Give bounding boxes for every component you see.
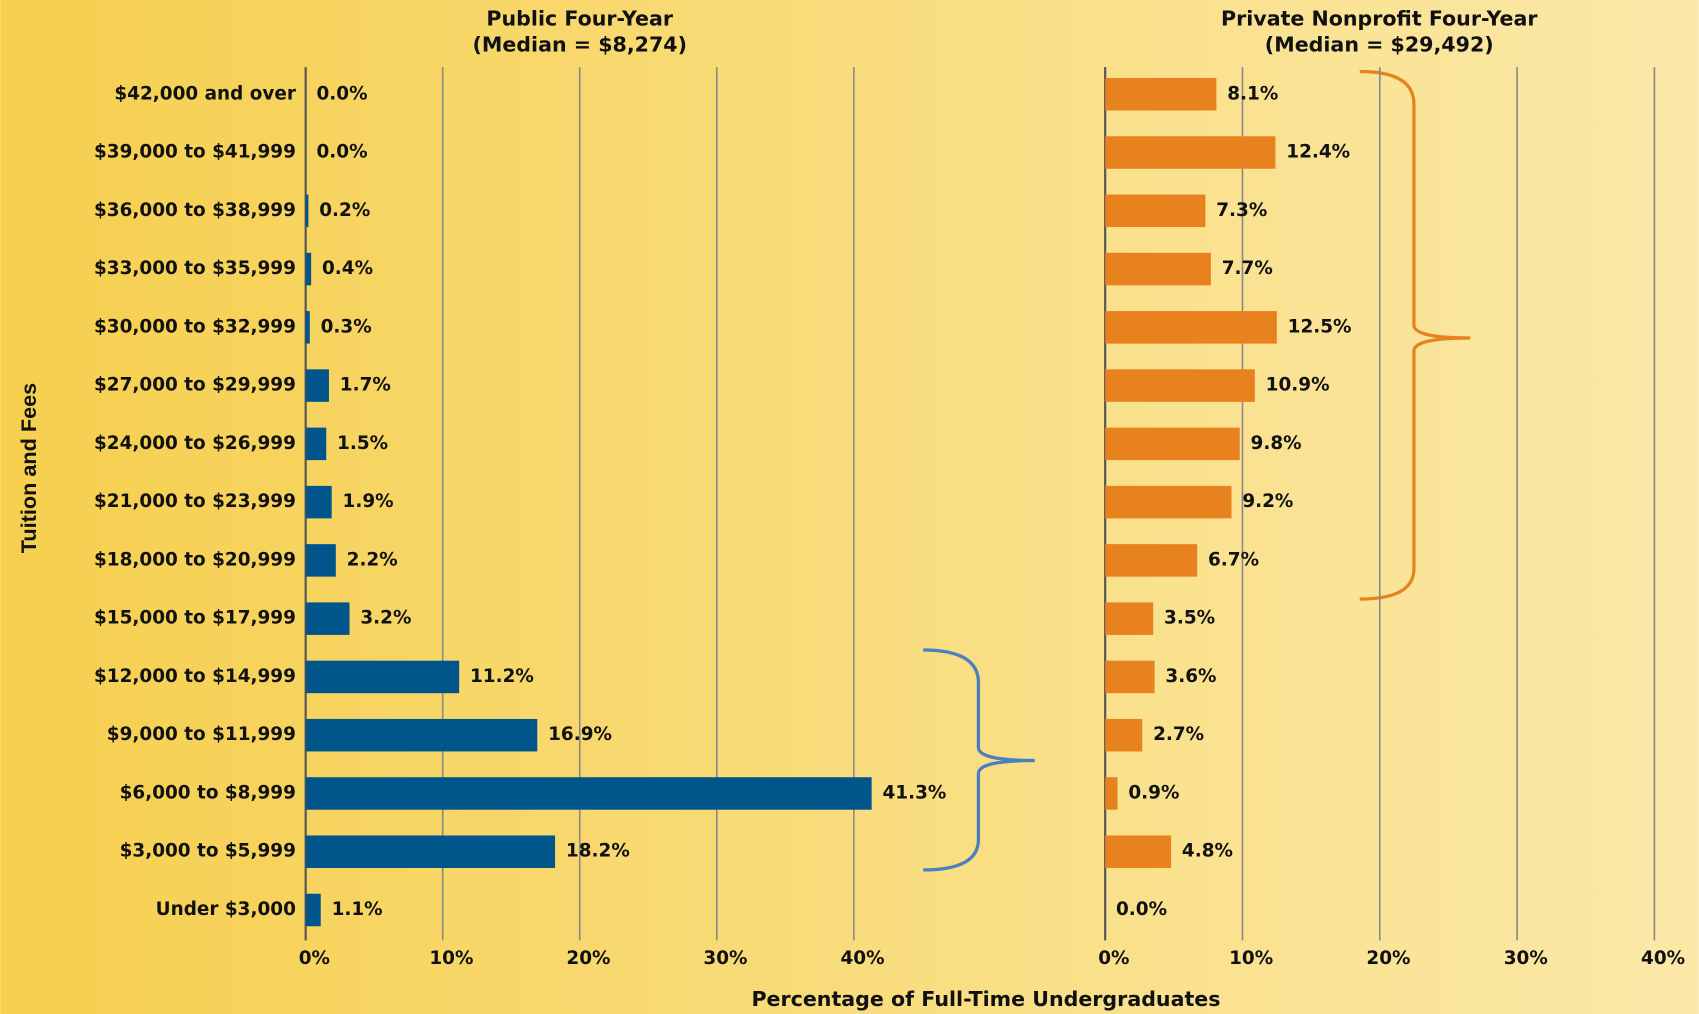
bar — [1105, 311, 1277, 344]
bar — [1105, 194, 1206, 228]
bar — [305, 660, 460, 694]
y-tick-label: $15,000 to $17,999 — [94, 608, 296, 629]
y-tick-label: $21,000 to $23,999 — [94, 491, 296, 512]
y-tick-label: $27,000 to $29,999 — [94, 375, 296, 396]
y-tick-label: $36,000 to $38,999 — [94, 200, 296, 221]
y-tick-label: $39,000 to $41,999 — [94, 142, 296, 163]
value-label: 2.2% — [347, 549, 398, 570]
value-label: 3.2% — [360, 608, 411, 629]
bar — [1105, 660, 1155, 694]
bar — [1105, 835, 1172, 868]
bar — [305, 835, 556, 868]
panel-title: Public Four-Year — [486, 6, 673, 30]
bar — [1105, 78, 1217, 111]
value-label: 1.7% — [340, 375, 391, 396]
value-label: 7.3% — [1216, 200, 1267, 221]
value-label: 0.4% — [322, 258, 373, 279]
panel-subtitle: (Median = $8,274) — [472, 32, 687, 56]
value-label: 1.5% — [337, 433, 388, 454]
bar — [1105, 718, 1143, 752]
value-label: 12.5% — [1288, 316, 1352, 337]
value-label: 12.4% — [1286, 142, 1350, 163]
value-label: 9.2% — [1242, 491, 1293, 512]
x-tick-label: 0% — [1098, 948, 1129, 969]
value-label: 8.1% — [1227, 83, 1278, 104]
bar — [1105, 777, 1118, 810]
y-tick-label: Under $3,000 — [156, 899, 296, 920]
bar — [305, 252, 312, 286]
value-label: 41.3% — [882, 782, 946, 803]
value-label: 0.0% — [317, 83, 368, 104]
value-label: 1.1% — [332, 899, 383, 920]
value-label: 10.9% — [1266, 375, 1330, 396]
value-label: 9.8% — [1251, 433, 1302, 454]
y-tick-label: $3,000 to $5,999 — [120, 841, 296, 862]
value-label: 3.5% — [1164, 608, 1215, 629]
value-label: 0.9% — [1128, 782, 1179, 803]
y-tick-label: $42,000 and over — [114, 83, 296, 104]
y-tick-label: $9,000 to $11,999 — [107, 724, 296, 745]
value-label: 0.0% — [317, 142, 368, 163]
bar — [1105, 485, 1232, 519]
bar — [305, 544, 336, 577]
y-tick-label: $6,000 to $8,999 — [120, 782, 296, 803]
bar — [305, 427, 327, 461]
x-tick-label: 40% — [1641, 948, 1685, 969]
y-axis-label: Tuition and Fees — [16, 383, 41, 553]
value-label: 0.2% — [319, 200, 370, 221]
x-tick-label: 20% — [566, 948, 610, 969]
bar — [305, 718, 538, 752]
value-label: 0.0% — [1116, 899, 1167, 920]
value-label: 18.2% — [566, 841, 630, 862]
y-tick-label: $18,000 to $20,999 — [94, 549, 296, 570]
x-tick-label: 10% — [1229, 948, 1273, 969]
bar — [305, 485, 332, 519]
x-tick-label: 30% — [1504, 948, 1548, 969]
bar — [305, 893, 321, 927]
value-label: 3.6% — [1165, 666, 1216, 687]
bar — [1105, 602, 1154, 635]
value-label: 11.2% — [470, 666, 534, 687]
value-label: 0.3% — [321, 316, 372, 337]
bar — [305, 311, 310, 344]
bar — [305, 777, 872, 810]
value-label: 1.9% — [343, 491, 394, 512]
y-tick-label: $33,000 to $35,999 — [94, 258, 296, 279]
x-tick-label: 20% — [1366, 948, 1410, 969]
x-tick-label: 30% — [703, 948, 747, 969]
y-tick-label: $12,000 to $14,999 — [94, 666, 296, 687]
bar — [1105, 136, 1276, 169]
value-label: 16.9% — [548, 724, 612, 745]
bar — [1105, 369, 1255, 402]
bar — [1105, 252, 1211, 286]
bar — [305, 369, 329, 402]
value-label: 4.8% — [1182, 841, 1233, 862]
value-label: 7.7% — [1222, 258, 1273, 279]
value-label: 6.7% — [1208, 549, 1259, 570]
y-tick-label: $30,000 to $32,999 — [94, 316, 296, 337]
x-tick-label: 10% — [429, 948, 473, 969]
panel-subtitle: (Median = $29,492) — [1265, 32, 1494, 56]
bar — [305, 602, 350, 635]
panel-title: Private Nonprofit Four-Year — [1221, 6, 1538, 30]
value-label: 2.7% — [1153, 724, 1204, 745]
x-tick-label: 0% — [299, 948, 330, 969]
y-tick-label: $24,000 to $26,999 — [94, 433, 296, 454]
x-tick-label: 40% — [840, 948, 884, 969]
bar — [1105, 427, 1240, 461]
bar — [1105, 544, 1198, 577]
brace — [923, 648, 1035, 872]
x-axis-label: Percentage of Full-Time Undergraduates — [751, 987, 1220, 1011]
brace — [1359, 69, 1471, 601]
bar — [305, 194, 309, 228]
